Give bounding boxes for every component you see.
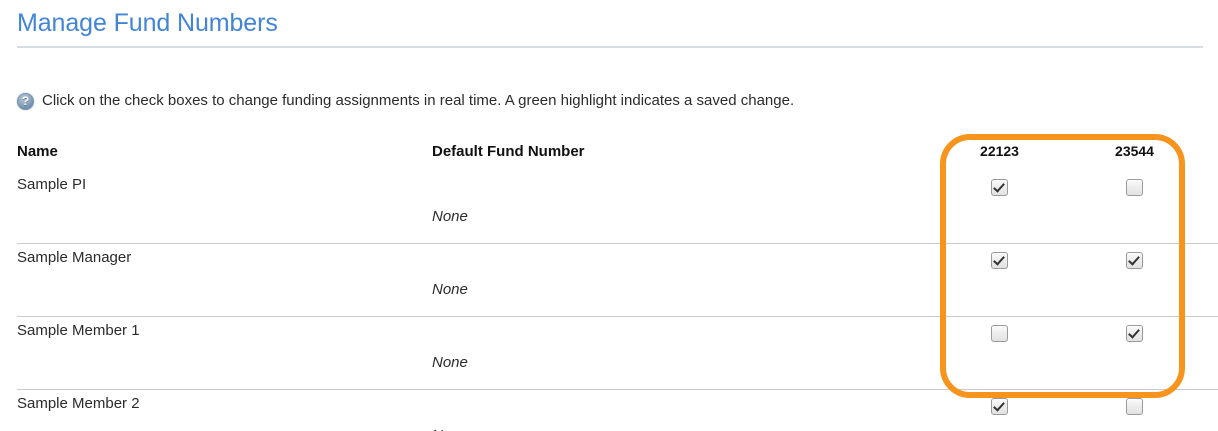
checkbox-sample-member-1-23544[interactable] (1126, 324, 1143, 342)
column-header-default-fund-number: Default Fund Number (432, 143, 585, 160)
checkbox-sample-pi-22123[interactable] (991, 178, 1008, 196)
fund-checkbox-cell[interactable] (1067, 390, 1202, 428)
subrow-spacer (1067, 208, 1202, 244)
column-header-name: Name (17, 143, 58, 160)
subrow-spacer (932, 208, 1067, 244)
row-default-fund-number: None (432, 427, 932, 431)
table-subrow: None (17, 208, 1218, 244)
table-row: Sample Manager (17, 244, 1218, 282)
row-default-spacer (432, 317, 932, 355)
subrow-spacer (17, 427, 432, 431)
table-subrow: None (17, 354, 1218, 390)
subrow-spacer (17, 281, 432, 317)
column-header-spacer (1202, 143, 1218, 171)
row-name: Sample PI (17, 176, 87, 193)
instruction-text: Click on the check boxes to change fundi… (42, 92, 795, 109)
row-default-spacer (432, 390, 932, 428)
subrow-spacer (1202, 208, 1218, 244)
row-name: Sample Manager (17, 249, 132, 266)
subrow-spacer (932, 354, 1067, 390)
row-default-spacer (432, 244, 932, 282)
subrow-spacer (1067, 281, 1202, 317)
help-circle-icon (17, 93, 34, 110)
subrow-spacer (1067, 427, 1202, 431)
fund-checkbox-cell[interactable] (1067, 244, 1202, 282)
subrow-spacer (1202, 354, 1218, 390)
checkbox-sample-member-1-22123[interactable] (991, 324, 1008, 342)
row-name: Sample Member 2 (17, 395, 140, 412)
row-default-fund-number: None (432, 281, 932, 317)
subrow-spacer (932, 427, 1067, 431)
instruction-banner: Click on the check boxes to change fundi… (17, 91, 794, 110)
row-name: Sample Member 1 (17, 322, 140, 339)
table-row: Sample Member 2 (17, 390, 1218, 428)
subrow-spacer (1202, 427, 1218, 431)
subrow-spacer (1202, 281, 1218, 317)
fund-checkbox-cell[interactable] (932, 317, 1067, 355)
row-spacer (1202, 244, 1218, 282)
row-default-fund-number: None (432, 208, 932, 244)
fund-checkbox-cell[interactable] (1067, 171, 1202, 208)
fund-checkbox-cell[interactable] (932, 171, 1067, 208)
table-subrow: None (17, 427, 1218, 431)
column-header-fund-22123: 22123 (980, 143, 1019, 159)
table-row: Sample PI (17, 171, 1218, 208)
checkbox-sample-manager-22123[interactable] (991, 251, 1008, 269)
subrow-spacer (17, 208, 432, 244)
subrow-spacer (932, 281, 1067, 317)
row-spacer (1202, 317, 1218, 355)
checkbox-sample-member-2-22123[interactable] (991, 397, 1008, 415)
title-divider (17, 46, 1203, 48)
table-header-row: Name Default Fund Number 22123 23544 (17, 143, 1218, 171)
page-title: Manage Fund Numbers (17, 9, 278, 37)
table-subrow: None (17, 281, 1218, 317)
fund-checkbox-cell[interactable] (932, 390, 1067, 428)
column-header-fund-23544: 23544 (1115, 143, 1154, 159)
checkbox-sample-manager-23544[interactable] (1126, 251, 1143, 269)
row-default-fund-number: None (432, 354, 932, 390)
checkbox-sample-member-2-23544[interactable] (1126, 397, 1143, 415)
fund-checkbox-cell[interactable] (1067, 317, 1202, 355)
checkbox-sample-pi-23544[interactable] (1126, 178, 1143, 196)
row-spacer (1202, 390, 1218, 428)
subrow-spacer (1067, 354, 1202, 390)
subrow-spacer (17, 354, 432, 390)
fund-checkbox-cell[interactable] (932, 244, 1067, 282)
row-spacer (1202, 171, 1218, 208)
table-header: Name Default Fund Number 22123 23544 (17, 143, 1218, 171)
fund-assignment-table: Name Default Fund Number 22123 23544 Sam… (17, 143, 1218, 431)
table-row: Sample Member 1 (17, 317, 1218, 355)
row-default-spacer (432, 171, 932, 208)
table-body: Sample PI None Sample Manager (17, 171, 1218, 431)
